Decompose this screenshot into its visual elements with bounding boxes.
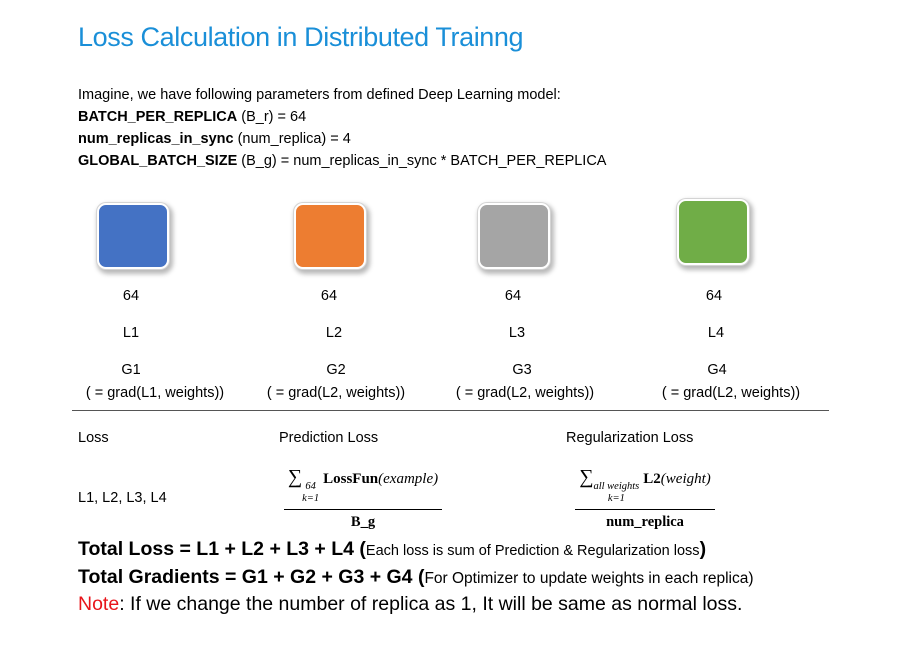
total-loss-equation: Total Loss = L1 + L2 + L3 + L4 (78, 538, 360, 560)
replica-2-batch: 64 (320, 288, 338, 304)
prediction-loss-function: LossFun (323, 471, 379, 487)
total-gradients-paren-open: ( (417, 566, 425, 588)
replica-3-grad-formula: ( = grad(L2, weights)) (455, 385, 595, 401)
prediction-loss-argument: (example) (378, 471, 439, 487)
note-label: Note (78, 593, 120, 615)
regularization-loss-header: Regularization Loss (566, 430, 694, 446)
global-batch-value: (B_g) = num_replicas_in_sync * BATCH_PER… (237, 153, 607, 169)
total-loss-paren-close: ) (699, 538, 707, 560)
total-loss-line: Total Loss = L1 + L2 + L3 + L4 (Each los… (78, 538, 706, 561)
replica-4-loss: L4 (707, 325, 725, 341)
replica-3-loss: L3 (508, 325, 526, 341)
replica-1-grad: G1 (121, 362, 141, 378)
replica-4-block (677, 199, 749, 265)
prediction-sigma-symbol: ∑ (287, 466, 303, 488)
regularization-loss-function: L2 (643, 471, 661, 487)
regularization-sum-lower: k=1 (607, 493, 625, 504)
prediction-loss-formula: ∑ 64 k=1 LossFun(example) B_g (258, 466, 468, 531)
replica-4-batch: 64 (705, 288, 723, 304)
num-replicas-value: (num_replica) = 4 (233, 131, 351, 147)
prediction-sum-lower: k=1 (302, 493, 320, 504)
regularization-loss-denominator: num_replica (606, 514, 684, 530)
total-loss-paren-open: ( (359, 538, 366, 560)
total-gradients-equation: Total Gradients = G1 + G2 + G3 + G4 (78, 566, 418, 588)
page-title: Loss Calculation in Distributed Trainng (78, 22, 524, 52)
regularization-sigma-symbol: ∑ (579, 466, 594, 488)
total-gradients-line: Total Gradients = G1 + G2 + G3 + G4 (For… (78, 566, 754, 589)
num-replicas-label: num_replicas_in_sync (78, 131, 234, 147)
replica-4-grad-formula: ( = grad(L2, weights)) (661, 385, 801, 401)
prediction-loss-numerator: ∑ 64 k=1 LossFun(example) (283, 466, 443, 510)
note-text: : If we change the number of replica as … (119, 593, 743, 615)
regularization-loss-formula: ∑ all weights k=1 L2(weight) num_replica (540, 466, 750, 531)
regularization-sum-upper: all weights (593, 481, 640, 492)
section-divider (72, 410, 829, 411)
batch-per-replica-value: (B_r) = 64 (237, 109, 307, 125)
regularization-loss-argument: (weight) (660, 471, 711, 487)
intro-line: Imagine, we have following parameters fr… (78, 87, 561, 103)
batch-per-replica-label: BATCH_PER_REPLICA (78, 109, 238, 125)
loss-column-header: Loss (78, 430, 109, 446)
num-replicas-line: num_replicas_in_sync (num_replica) = 4 (78, 128, 351, 150)
replica-4-grad: G4 (707, 362, 727, 378)
global-batch-label: GLOBAL_BATCH_SIZE (78, 153, 238, 169)
replica-2-block (294, 203, 366, 269)
replica-2-grad: G2 (326, 362, 346, 378)
replica-1-batch: 64 (122, 288, 140, 304)
prediction-sum-upper: 64 (305, 481, 316, 492)
note-line: Note: If we change the number of replica… (78, 593, 742, 616)
replica-3-batch: 64 (504, 288, 522, 304)
regularization-loss-numerator: ∑ all weights k=1 L2(weight) (575, 466, 715, 510)
loss-values: L1, L2, L3, L4 (78, 490, 167, 506)
total-loss-note: Each loss is sum of Prediction & Regular… (365, 543, 700, 559)
replica-1-block (97, 203, 169, 269)
replica-1-loss: L1 (122, 325, 140, 341)
global-batch-line: GLOBAL_BATCH_SIZE (B_g) = num_replicas_i… (78, 150, 606, 172)
replica-3-block (478, 203, 550, 269)
total-gradients-note: For Optimizer to update weights in each … (424, 570, 754, 587)
prediction-loss-header: Prediction Loss (279, 430, 379, 446)
replica-1-grad-formula: ( = grad(L1, weights)) (85, 385, 225, 401)
batch-per-replica-line: BATCH_PER_REPLICA (B_r) = 64 (78, 106, 306, 128)
replica-2-loss: L2 (325, 325, 343, 341)
replica-3-grad: G3 (512, 362, 532, 378)
prediction-loss-denominator: B_g (350, 514, 376, 530)
replica-2-grad-formula: ( = grad(L2, weights)) (266, 385, 406, 401)
